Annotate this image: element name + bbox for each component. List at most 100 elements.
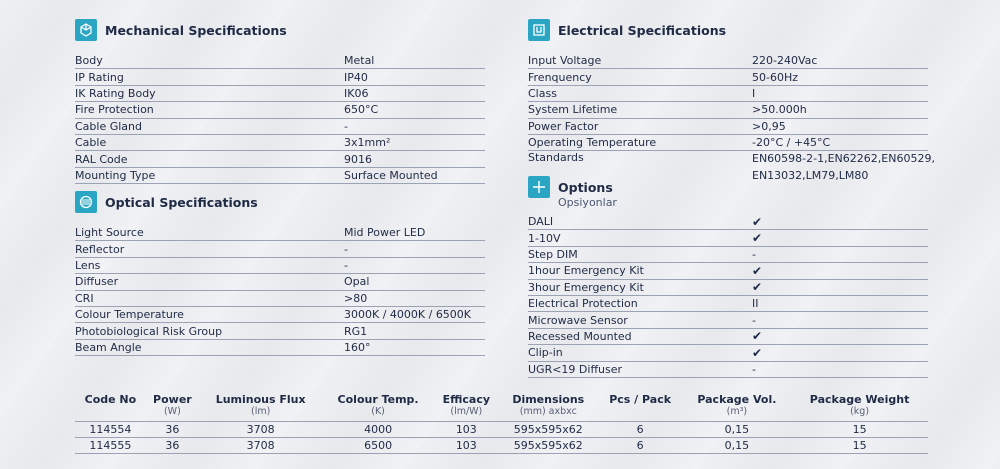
spec-row: CRI >80 [75,291,485,307]
table-cell: 36 [145,437,199,454]
spec-row: Reflector - [75,241,485,258]
mechanical-section: Mechanical Specifications Body Metal IP Ra… [75,17,485,185]
spec-label: UGR<19 Diffuser [528,362,623,376]
spec-row: Diffuser Opal [75,274,485,291]
table-cell: 595x595x62 [498,437,598,454]
spec-row: Frenquency 50-60Hz [528,69,928,86]
spec-row: Lens - [75,258,485,275]
spec-label: DALI [528,215,554,229]
table-cell: 0,15 [682,421,792,438]
spec-value: -20°C / +45°C [752,136,831,150]
spec-label: Electrical Protection [528,297,638,311]
table-cell: 15 [791,421,928,438]
standards-line1: EN60598-2-1,EN62262,EN60529, [752,152,935,166]
column-header: Power (W) [145,393,199,422]
options-header: Options [528,174,928,200]
spec-label: Input Voltage [528,54,602,68]
spec-label: 3hour Emergency Kit [528,280,644,294]
spec-row: Class I [528,86,928,103]
spec-value: >0,95 [752,119,786,133]
spec-row: Beam Angle 160° [75,340,485,357]
spec-row: 3hour Emergency Kit ✔ [528,280,928,296]
spec-label: Colour Temperature [75,308,184,322]
standards-row: Standards EN60598-2-1,EN62262,EN60529, E… [528,151,935,182]
table-cell: 3708 [198,437,323,454]
spec-row: Step DIM - [528,247,928,264]
spec-row: Clip-in ✔ [528,345,928,362]
options-subtitle: Opsiyonlar [558,196,617,209]
spec-label: IP Rating [75,70,124,84]
spec-row: 1hour Emergency Kit ✔ [528,263,928,280]
spec-value: I [752,86,756,100]
spec-label: Light Source [75,226,144,240]
spec-row: IP Rating IP40 [75,69,485,86]
spec-row: Fire Protection 650°C [75,102,485,119]
spec-label: Cable [75,136,107,150]
column-name: Efficacy [442,393,491,406]
table-header-row: Code No Power (W) Luminous Flux (lm) Colour … [75,394,928,422]
spec-label: Reflector [75,242,125,256]
spec-value: 160° [344,340,371,354]
spec-value: - [752,247,756,261]
column-header: Pcs / Pack [597,393,683,422]
table-cell: 36 [145,421,199,438]
spec-label: Step DIM [528,247,578,261]
spec-row: Photobiological Risk Group RG1 [75,323,485,340]
spec-label: CRI [75,291,94,305]
table-cell: 0,15 [682,437,792,454]
spec-label: 1-10V [528,231,561,245]
spec-label: Frenquency [528,70,592,84]
spec-row: IK Rating Body IK06 [75,86,485,103]
column-unit: (mm) axbxc [519,406,577,417]
spec-label: Diffuser [75,275,119,289]
spec-value: Opal [344,275,370,289]
checkmark-icon: ✔ [752,329,763,344]
spec-row: Body Metal [75,53,485,70]
spec-row: 1-10V ✔ [528,230,928,247]
column-unit: (K) [371,406,385,417]
table-row: 114554 36 3708 4000 103 595x595x62 6 0,15 15 [75,421,928,438]
spec-value: - [344,119,348,133]
mechanical-header: Mechanical Specifications [75,17,485,43]
spec-row: Recessed Mounted ✔ [528,329,928,346]
optical-header: Optical Specifications [75,189,485,215]
spec-label: Lens [75,258,101,272]
spec-row: Electrical Protection II [528,296,928,313]
column-header: Code No [75,394,146,422]
spec-label: Fire Protection [75,103,154,117]
column-header: Efficacy (lm/W) [433,393,499,422]
plus-icon [528,176,550,198]
spec-label: RAL Code [75,152,128,166]
optical-section: Optical Specifications Light Source Mid P… [75,189,485,357]
spec-row: System Lifetime >50.000h [528,102,928,119]
checkmark-icon: ✔ [752,214,763,229]
spec-value: >50.000h [752,103,807,117]
column-name: Power [153,393,192,406]
spec-row: Input Voltage 220-240Vac [528,53,928,70]
column-name: Pcs / Pack [609,393,672,406]
checkmark-icon: ✔ [752,231,763,246]
options-section: Options Opsiyonlar DALI ✔ 1-10V ✔ Step DIM -1… [528,174,928,378]
column-name: Package Vol. [697,393,777,406]
column-unit: (lm) [251,406,271,417]
spec-label: Clip-in [528,346,563,360]
spec-label: Operating Temperature [528,136,657,150]
spec-value: 220-240Vac [752,54,818,68]
spec-row: Cable 3x1mm² [75,135,485,152]
spec-value: - [344,242,348,256]
spec-row: Operating Temperature -20°C / +45°C [528,135,928,152]
table-cell: 6 [597,437,683,454]
spec-value: - [752,313,756,327]
column-header: Luminous Flux (lm) [198,394,323,422]
checkmark-icon: ✔ [752,345,763,360]
column-name: Dimensions [512,393,585,406]
column-name: Colour Temp. [337,393,419,406]
spec-value: Metal [344,54,375,68]
spec-value: - [752,362,756,376]
table-cell: 15 [791,437,928,454]
spec-label: Microwave Sensor [528,313,628,327]
spec-value: IP40 [344,70,368,84]
table-cell: 114555 [75,437,146,454]
spec-row: UGR<19 Diffuser - [528,362,928,378]
spec-label: 1hour Emergency Kit [528,264,644,278]
